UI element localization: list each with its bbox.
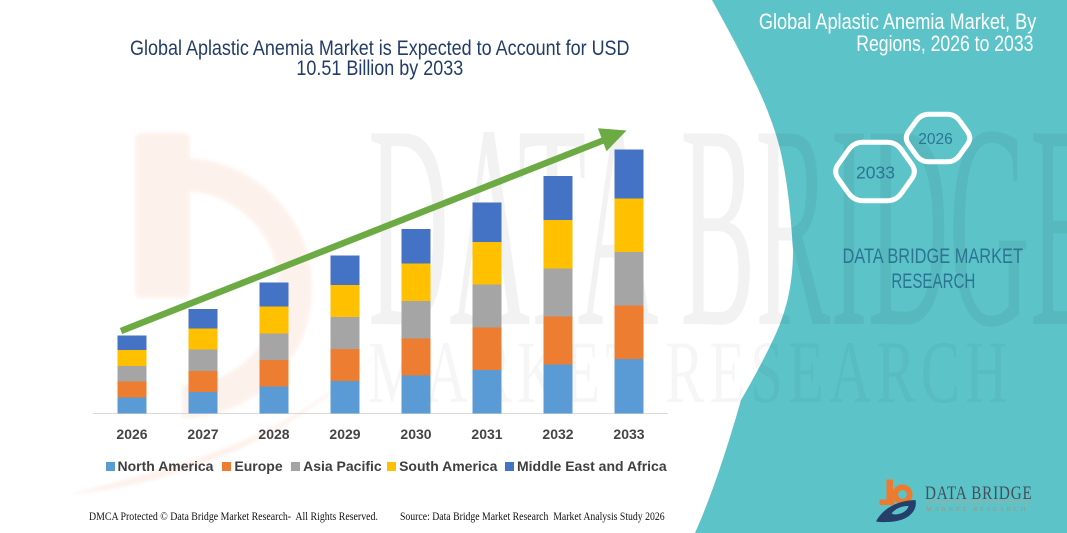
- svg-text:2033: 2033: [856, 163, 895, 183]
- svg-text:2026: 2026: [918, 131, 952, 148]
- svg-text:DATA BRIDGE: DATA BRIDGE: [925, 482, 1033, 503]
- svg-text:MARKET RESEARCH: MARKET RESEARCH: [926, 506, 1028, 513]
